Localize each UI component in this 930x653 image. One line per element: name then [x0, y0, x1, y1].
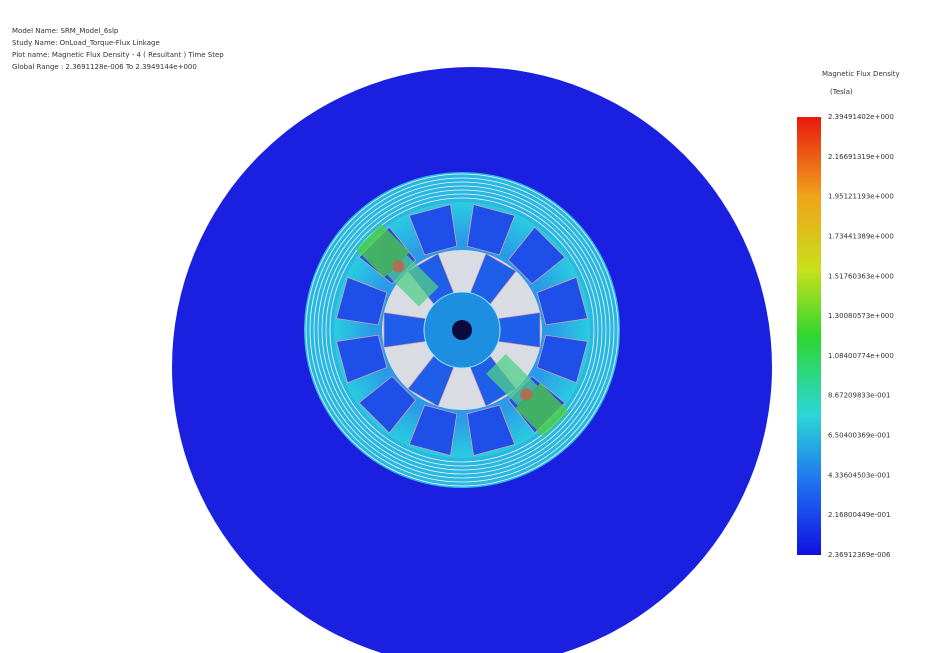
- legend-label: 1.08400774e+000: [828, 352, 894, 360]
- flux-line: [325, 193, 599, 467]
- flux-line: [305, 173, 619, 487]
- info-line: Model Name: SRM_Model_6slp: [12, 27, 119, 35]
- legend-labels: 2.39491402e+000 2.16691319e+000 1.95121193…: [828, 113, 894, 559]
- info-line: Study Name: OnLoad_Torque-Flux Linkage: [12, 39, 160, 47]
- hotspot-b: [520, 388, 533, 401]
- rotor-pole: [497, 312, 541, 348]
- stator-tooth: [466, 204, 516, 256]
- legend-label: 1.95121193e+000: [828, 193, 894, 201]
- flux-line: [317, 185, 607, 475]
- legend-label: 1.73441389e+000: [828, 232, 894, 240]
- stator-tooth: [408, 204, 458, 256]
- legend-title: Magnetic Flux Density: [822, 70, 900, 78]
- flux-line: [313, 181, 611, 479]
- legend-label: 2.36912369e-006: [828, 551, 891, 559]
- info-text: Model Name: SRM_Model_6slp Study Name: On…: [12, 27, 224, 71]
- legend-label: 4.33604503e-001: [828, 471, 891, 479]
- color-bar: [797, 117, 821, 555]
- shaft: [452, 320, 472, 340]
- legend-label: 2.16691319e+000: [828, 153, 894, 161]
- legend-label: 2.16800449e-001: [828, 511, 891, 519]
- legend-label: 1.51760363e+000: [828, 272, 894, 280]
- legend-label: 2.39491402e+000: [828, 113, 894, 121]
- legend-label: 6.50400369e-001: [828, 432, 891, 440]
- stator-tooth: [336, 276, 388, 326]
- stator-tooth: [466, 404, 516, 456]
- legend-unit: (Tesla): [830, 88, 853, 96]
- stator-tooth: [507, 226, 566, 285]
- flux-line: [309, 177, 615, 483]
- legend-label: 1.30080573e+000: [828, 312, 894, 320]
- flux-line: [321, 189, 603, 471]
- rotor: [383, 253, 541, 407]
- stator-tooth: [536, 276, 588, 326]
- legend-label: 8.67209833e-001: [828, 392, 891, 400]
- flux-line: [329, 197, 595, 463]
- stator-tooth: [336, 334, 388, 384]
- flux-band: [355, 223, 569, 437]
- info-line: Global Range : 2.3691128e-006 To 2.39491…: [12, 63, 197, 71]
- stator-tooth: [358, 375, 417, 434]
- rotor-pole: [383, 312, 427, 348]
- hotspot-a: [392, 260, 405, 273]
- info-line: Plot name: Magnetic Flux Density - 4 ( R…: [12, 51, 224, 59]
- stator-tooth: [536, 334, 588, 384]
- stator-tooth: [408, 404, 458, 456]
